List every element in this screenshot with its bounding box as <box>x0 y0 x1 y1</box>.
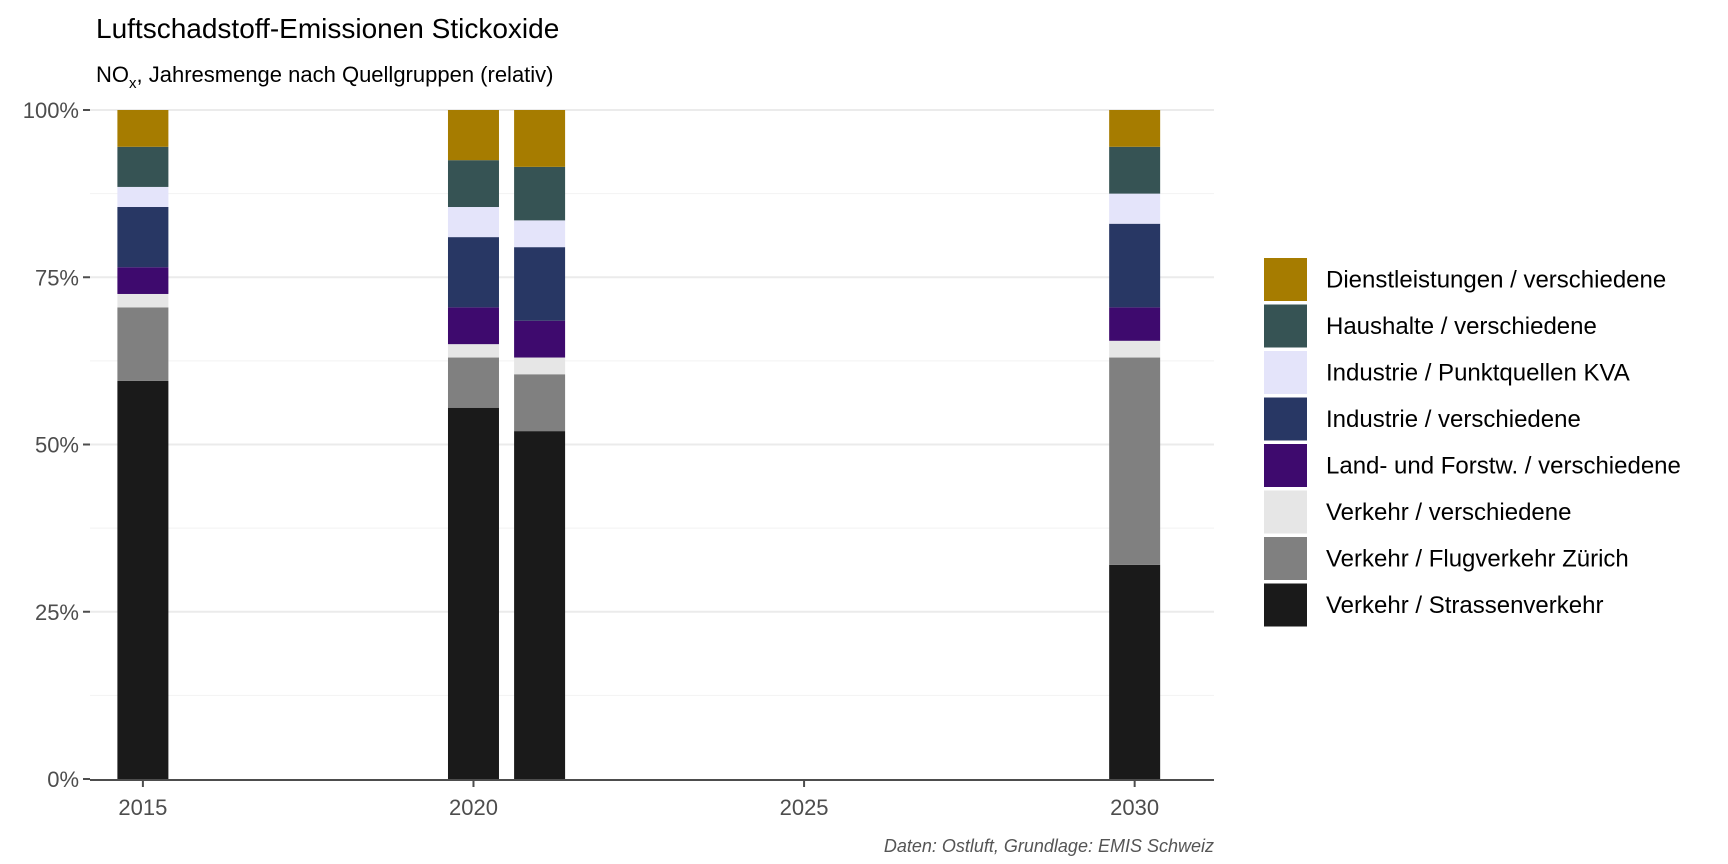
bar-segment <box>447 307 499 345</box>
x-tick-label: 2020 <box>449 795 498 820</box>
legend-label: Land- und Forstw. / verschiedene <box>1326 453 1681 480</box>
bar-segment <box>1109 564 1161 779</box>
bar-segment <box>514 166 566 221</box>
y-tick-label: 50% <box>35 433 79 458</box>
chart-title: Luftschadstoff-Emissionen Stickoxide <box>96 13 559 44</box>
bar-segment <box>447 110 499 161</box>
bar-segment <box>514 374 566 432</box>
subtitle-rest: , Jahresmenge nach Quellgruppen (relativ… <box>137 62 554 87</box>
legend-label: Verkehr / verschiedene <box>1326 499 1571 526</box>
bar-segment <box>514 431 566 779</box>
x-tick-label: 2030 <box>1110 795 1159 820</box>
bar-segment <box>1109 193 1161 224</box>
chart-subtitle: NOx, Jahresmenge nach Quellgruppen (rela… <box>96 62 554 92</box>
bar-segment <box>514 110 566 167</box>
x-tick-label: 2025 <box>780 795 829 820</box>
legend-label: Haushalte / verschiedene <box>1326 313 1597 340</box>
bar-segment <box>1109 146 1161 194</box>
x-tick-label: 2015 <box>118 795 167 820</box>
bars <box>117 110 1161 779</box>
legend-label: Verkehr / Strassenverkehr <box>1326 592 1603 619</box>
y-tick-label: 25% <box>35 600 79 625</box>
bar-segment <box>117 267 169 294</box>
bar-segment <box>117 186 169 208</box>
bar-segment <box>1109 357 1161 565</box>
bar-segment <box>1109 307 1161 341</box>
bar-segment <box>447 207 499 238</box>
legend-label: Industrie / Punktquellen KVA <box>1326 360 1630 387</box>
legend-key <box>1264 490 1307 534</box>
bar-segment <box>1109 223 1161 308</box>
y-tick-label: 100% <box>23 98 79 123</box>
legend-label: Industrie / verschiedene <box>1326 406 1581 433</box>
bar-segment <box>514 247 566 321</box>
legend: Dienstleistungen / verschiedene Haushalte… <box>1264 258 1681 627</box>
legend-key <box>1264 304 1307 348</box>
bar-segment <box>447 407 499 779</box>
axes: 0% 25% 50% 75% 100% 2015 2020 2025 2030 <box>23 98 1214 820</box>
bar-segment <box>117 293 169 308</box>
bar-segment <box>1109 340 1161 358</box>
bar-segment <box>514 220 566 248</box>
y-tick-label: 75% <box>35 265 79 290</box>
bar-segment <box>117 307 169 381</box>
bar-segment <box>117 207 169 268</box>
bar-segment <box>447 344 499 358</box>
subtitle-main: NO <box>96 62 129 87</box>
legend-key <box>1264 537 1307 580</box>
legend-key <box>1264 583 1307 627</box>
bar-segment <box>117 110 169 147</box>
y-tick-label: 0% <box>47 767 79 792</box>
bar-segment <box>514 357 566 375</box>
chart-caption: Daten: Ostluft, Grundlage: EMIS Schweiz <box>884 836 1214 856</box>
grid-lines <box>90 109 1214 696</box>
subtitle-subscript: x <box>129 75 137 92</box>
bar-segment <box>447 357 499 408</box>
legend-key <box>1264 397 1307 441</box>
bar-segment <box>1109 110 1161 147</box>
legend-key <box>1264 258 1307 301</box>
legend-label: Dienstleistungen / verschiedene <box>1326 267 1666 294</box>
legend-key <box>1264 444 1307 487</box>
legend-label: Verkehr / Flugverkehr Zürich <box>1326 546 1629 573</box>
legend-key <box>1264 351 1307 394</box>
bar-segment <box>117 380 169 779</box>
bar-segment <box>447 237 499 308</box>
bar-segment <box>117 146 169 187</box>
bar-segment <box>447 160 499 208</box>
bar-segment <box>514 320 566 358</box>
